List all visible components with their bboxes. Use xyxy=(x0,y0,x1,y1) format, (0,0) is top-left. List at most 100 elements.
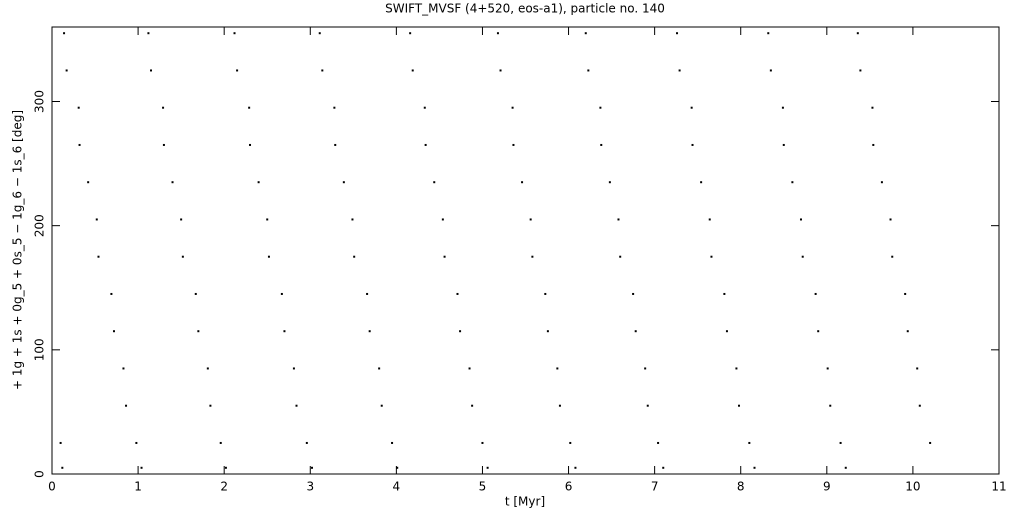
point xyxy=(150,69,153,72)
point xyxy=(859,69,862,72)
point xyxy=(708,218,711,221)
x-tick-label: 8 xyxy=(737,480,745,494)
point xyxy=(162,143,165,146)
point xyxy=(147,32,150,35)
point xyxy=(219,441,222,444)
point xyxy=(171,181,174,184)
point xyxy=(257,181,260,184)
point xyxy=(351,218,354,221)
point xyxy=(209,404,212,407)
point xyxy=(801,255,804,258)
point xyxy=(334,143,337,146)
point xyxy=(521,181,524,184)
point xyxy=(97,255,100,258)
point xyxy=(292,367,295,370)
point xyxy=(305,441,308,444)
point xyxy=(889,218,892,221)
point xyxy=(65,69,68,72)
point xyxy=(690,106,693,109)
point xyxy=(433,181,436,184)
point xyxy=(233,32,236,35)
point xyxy=(569,441,572,444)
point xyxy=(162,106,165,109)
point xyxy=(678,69,681,72)
point xyxy=(608,181,611,184)
point xyxy=(443,255,446,258)
point xyxy=(556,367,559,370)
point xyxy=(558,404,561,407)
point xyxy=(871,106,874,109)
point xyxy=(333,106,336,109)
point xyxy=(632,292,635,295)
point xyxy=(619,255,622,258)
point xyxy=(295,404,298,407)
x-tick-label: 4 xyxy=(393,480,401,494)
point xyxy=(391,441,394,444)
point xyxy=(206,367,209,370)
point xyxy=(481,441,484,444)
point xyxy=(617,218,620,221)
point xyxy=(817,330,820,333)
point xyxy=(353,255,356,258)
point xyxy=(122,367,125,370)
point xyxy=(546,330,549,333)
y-axis-label: + 1g + 1s + 0g_5 + 0s_5 − 1g_6 − 1s_6 [d… xyxy=(11,110,25,390)
point xyxy=(423,106,426,109)
point xyxy=(676,32,679,35)
point xyxy=(600,143,603,146)
point xyxy=(378,367,381,370)
point xyxy=(584,32,587,35)
y-tick-label: 300 xyxy=(33,90,47,113)
y-tick-label: 100 xyxy=(33,338,47,361)
point xyxy=(456,292,459,295)
point xyxy=(587,69,590,72)
point xyxy=(906,330,909,333)
point xyxy=(529,218,532,221)
point xyxy=(468,367,471,370)
point xyxy=(396,466,399,469)
point xyxy=(236,69,239,72)
point xyxy=(135,441,138,444)
point xyxy=(224,466,227,469)
point xyxy=(700,181,703,184)
point xyxy=(511,106,514,109)
point xyxy=(872,143,875,146)
point xyxy=(725,330,728,333)
point xyxy=(411,69,414,72)
point xyxy=(441,218,444,221)
point xyxy=(691,143,694,146)
point xyxy=(657,441,660,444)
point xyxy=(78,143,81,146)
point xyxy=(599,106,602,109)
point xyxy=(59,441,62,444)
point xyxy=(644,367,647,370)
x-axis-label: t [Myr] xyxy=(505,495,545,509)
point xyxy=(368,330,371,333)
y-tick-label: 0 xyxy=(33,470,47,478)
x-tick-label: 2 xyxy=(220,480,228,494)
point xyxy=(380,404,383,407)
point xyxy=(140,466,143,469)
point xyxy=(112,330,115,333)
point xyxy=(916,367,919,370)
point xyxy=(791,181,794,184)
x-tick-label: 7 xyxy=(651,480,659,494)
point xyxy=(471,404,474,407)
point xyxy=(544,292,547,295)
x-tick-label: 0 xyxy=(48,480,56,494)
point xyxy=(646,404,649,407)
point xyxy=(531,255,534,258)
point xyxy=(77,106,80,109)
point xyxy=(366,292,369,295)
y-tick-label: 200 xyxy=(33,214,47,237)
point xyxy=(486,466,489,469)
point xyxy=(283,330,286,333)
point xyxy=(738,404,741,407)
point xyxy=(280,292,283,295)
point xyxy=(267,255,270,258)
point xyxy=(844,466,847,469)
point xyxy=(634,330,637,333)
point xyxy=(929,441,932,444)
